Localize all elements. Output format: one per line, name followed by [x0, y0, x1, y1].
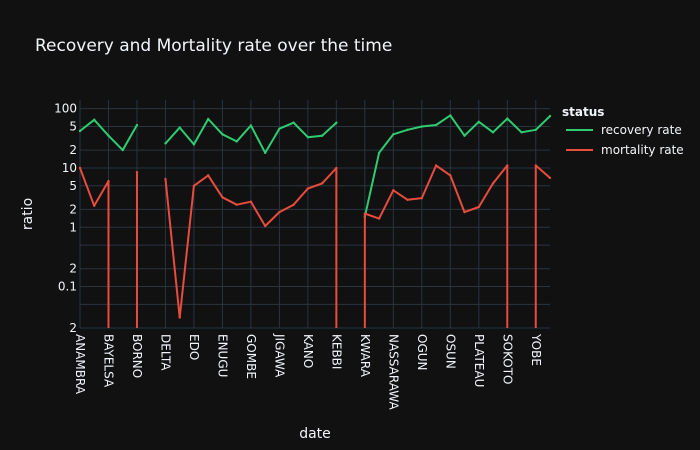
data-point: [548, 176, 552, 180]
x-tick-label: YOBE: [529, 333, 543, 366]
data-point: [392, 133, 395, 136]
data-point: [463, 134, 466, 137]
legend-title: status: [562, 105, 604, 119]
x-tick-label: OGUN: [415, 334, 429, 371]
data-point: [164, 177, 167, 181]
data-point: [249, 124, 253, 127]
data-point: [477, 120, 480, 124]
data-point: [121, 148, 124, 152]
x-tick-label: SOKOTO: [500, 334, 514, 385]
x-tick-label: KWARA: [358, 334, 372, 378]
data-point: [477, 205, 480, 209]
data-point: [78, 166, 82, 170]
y-tick-label: 2: [69, 202, 77, 216]
data-point: [548, 114, 552, 118]
data-point: [178, 126, 181, 129]
y-tick-label: 100: [54, 102, 77, 116]
data-point: [520, 131, 523, 134]
data-point: [93, 118, 96, 121]
x-tick-label: GOMBE: [244, 334, 258, 379]
series-recovery: [78, 114, 552, 219]
data-point: [449, 174, 452, 177]
data-point: [249, 200, 253, 203]
series-mortality: [78, 164, 552, 328]
y-tick-label: 5: [69, 179, 77, 193]
legend-label-mortality: mortality rate: [601, 143, 684, 157]
x-tick-label: BORNO: [130, 334, 144, 378]
data-point: [434, 164, 438, 167]
y-tick-label: 0.1: [58, 280, 77, 294]
data-point: [392, 189, 395, 192]
x-tick-label: OSUN: [443, 334, 457, 369]
x-tick-label: ANAMBRA: [73, 334, 87, 395]
data-point: [320, 182, 324, 185]
data-point: [306, 136, 310, 139]
data-point: [135, 123, 139, 127]
data-point: [292, 121, 295, 124]
data-point: [192, 143, 196, 146]
data-point: [491, 131, 495, 134]
y-tick-label: 2: [69, 143, 77, 157]
x-tick-label: ENUGU: [215, 334, 229, 377]
x-tick-label: NASSARAWA: [386, 334, 400, 410]
data-point: [235, 203, 238, 206]
x-tick-label: JIGAWA: [272, 333, 286, 378]
data-point: [221, 133, 224, 136]
data-point: [221, 196, 224, 199]
data-point: [263, 151, 267, 155]
data-point: [406, 128, 409, 132]
data-point: [506, 117, 509, 120]
legend-label-recovery: recovery rate: [601, 123, 682, 137]
data-point: [306, 187, 310, 190]
data-point: [206, 174, 210, 177]
legend: status recovery rate mortality rate: [562, 105, 684, 157]
x-tick-label: EDO: [187, 334, 201, 360]
x-tick-label: BAYELSA: [101, 334, 115, 388]
data-point: [335, 121, 338, 124]
data-point: [463, 210, 466, 214]
data-point: [449, 114, 452, 117]
legend-item-recovery[interactable]: recovery rate: [566, 123, 682, 137]
data-point: [192, 184, 196, 188]
data-point: [278, 210, 281, 214]
data-point: [263, 224, 267, 228]
data-point: [107, 134, 110, 137]
data-point: [292, 203, 295, 206]
data-point: [377, 217, 381, 220]
data-point: [206, 117, 210, 121]
data-point: [278, 127, 281, 130]
y-tick-label: 2: [69, 321, 77, 335]
y-tick-label: 5: [69, 120, 77, 134]
data-point: [320, 134, 324, 137]
y-tick-label: 1: [69, 220, 77, 234]
legend-item-mortality[interactable]: mortality rate: [566, 143, 684, 157]
data-point: [491, 182, 495, 185]
x-axis-title: date: [299, 426, 331, 442]
data-point: [434, 123, 438, 127]
x-tick-label: PLATEAU: [472, 334, 486, 387]
plot-area: [80, 100, 550, 328]
data-point: [534, 128, 537, 132]
x-tick-label: KEBBI: [329, 334, 343, 369]
y-tick-label: 2: [69, 262, 77, 276]
data-point: [164, 142, 167, 145]
data-point: [420, 196, 424, 200]
data-point: [235, 140, 238, 143]
x-tick-label: KANO: [301, 334, 315, 368]
data-point: [93, 204, 96, 208]
data-point: [406, 198, 409, 202]
data-point: [377, 151, 381, 155]
x-tick-label: DELTA: [158, 334, 172, 371]
data-point: [178, 316, 181, 319]
y-axis-title: ratio: [20, 198, 36, 230]
data-point: [420, 125, 424, 128]
data-point: [78, 129, 82, 133]
y-tick-label: 10: [62, 161, 77, 175]
chart-title: Recovery and Mortality rate over the tim…: [35, 36, 392, 56]
